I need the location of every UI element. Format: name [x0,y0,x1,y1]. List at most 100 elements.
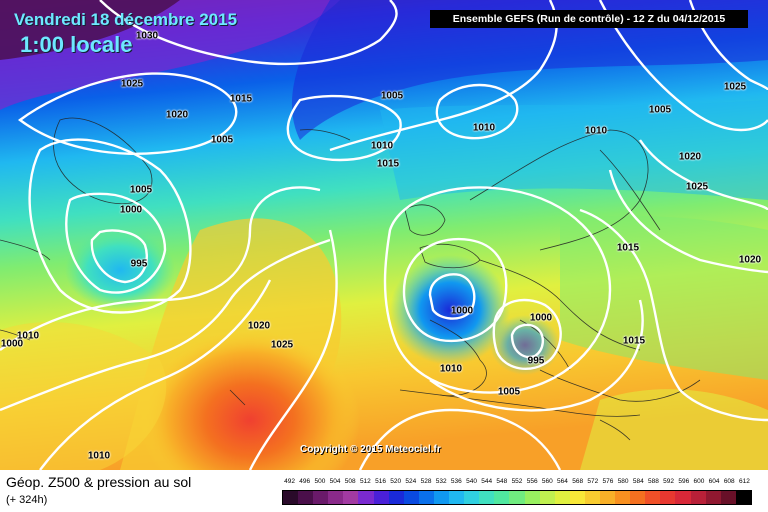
legend-swatch [720,491,736,504]
legend-label: 572 [587,478,599,485]
legend-swatch [328,491,344,504]
isobar-label: 1010 [16,330,40,342]
legend-swatch [569,491,585,504]
isobar-label: 1025 [270,339,294,351]
legend-label: 592 [663,478,675,485]
isobar-label: 1000 [0,338,24,350]
forecast-hour: (+ 324h) [6,494,48,506]
isobar-label: 1015 [229,93,253,105]
legend-swatch [433,491,450,504]
legend-swatch [539,491,555,504]
legend-swatch [358,491,374,504]
legend-label: 536 [450,478,462,485]
legend-label: 588 [648,478,659,485]
legend-label: 608 [723,478,735,485]
legend-swatch [479,491,495,504]
legend-swatch [494,491,510,504]
isobar-label: 1005 [497,386,521,398]
isobar-label: 1020 [678,151,702,163]
isobar-label: 1005 [380,90,404,102]
isobar-label: 1015 [616,242,640,254]
pressure-map [0,0,768,470]
legend-label: 524 [405,478,417,485]
legend-swatch [313,491,329,504]
forecast-date: Vendredi 18 décembre 2015 [14,10,238,29]
legend-label: 516 [375,478,386,485]
isobar-label: 1020 [738,254,762,266]
isobar-label: 1025 [685,181,709,193]
legend-swatch [388,491,404,504]
legend-swatch [524,491,540,504]
legend-label: 560 [541,478,553,485]
legend-label: 568 [572,478,584,485]
legend-swatch [343,491,359,504]
legend-label: 580 [617,478,629,485]
isobar-label: 995 [130,258,148,270]
isobar-label: 1025 [120,78,144,90]
isobar-label: 1015 [376,158,400,170]
isobar-label: 1005 [129,184,153,196]
legend-swatch [615,491,631,504]
isobar-label: 1010 [472,122,496,134]
legend-swatch [464,491,480,504]
isobar-label: 1000 [529,312,553,324]
legend-swatch [554,491,570,504]
legend-label: 504 [329,478,341,485]
isobar-label: 1005 [210,134,234,146]
isobar-label: 1000 [450,305,474,317]
isobar-label: 1030 [135,30,159,42]
legend-swatch [675,491,691,504]
isobar-label: 1025 [723,81,747,93]
legend-label: 556 [526,478,538,485]
isobar-label: 995 [527,355,545,367]
legend-swatch [373,491,389,504]
isobar-label: 1010 [87,450,111,462]
legend-label: 576 [602,478,614,485]
legend-swatch [403,491,419,504]
legend-label: 564 [557,478,568,485]
legend-swatch [735,491,751,504]
legend-label: 604 [708,478,720,485]
legend-label: 508 [344,478,356,485]
legend-label: 528 [420,478,432,485]
legend-swatch [449,491,465,504]
legend-label: 548 [496,478,508,485]
legend-label: 492 [284,478,296,485]
legend-label: 520 [390,478,402,485]
legend-label: 596 [678,478,690,485]
legend-label: 500 [314,478,326,485]
legend-swatch [509,491,525,504]
legend-swatch [645,491,661,504]
legend-swatch [599,491,616,504]
legend-swatch [283,491,299,504]
legend-swatch [690,491,706,504]
legend-label: 584 [632,478,644,485]
legend-label: 612 [738,478,750,485]
isobar-label: 1015 [622,335,646,347]
parameter-title: Géop. Z500 & pression au sol [6,474,192,490]
legend-swatch [705,491,721,504]
legend-swatch [630,491,646,504]
legend-swatch [418,491,434,504]
isobar-label: 1020 [247,320,271,332]
legend-label: 496 [299,478,311,485]
legend-swatch [298,491,314,504]
legend-label: 532 [435,478,447,485]
copyright-notice: Copyright © 2015 Meteociel.fr [300,444,441,455]
local-time: 1:00 locale [20,32,133,57]
color-legend-bar [282,490,752,505]
legend-label: 552 [511,478,523,485]
run-info: Ensemble GEFS (Run de contrôle) - 12 Z d… [430,10,748,28]
legend-label: 600 [693,478,705,485]
isobar-label: 1010 [370,140,394,152]
legend-swatch [660,491,676,504]
isobar-label: 1005 [648,104,672,116]
isobar-label: 1000 [119,204,143,216]
legend-label: 544 [481,478,493,485]
isobar-label: 1020 [165,109,189,121]
isobar-label: 1010 [439,363,463,375]
legend-label: 512 [359,478,371,485]
isobar-label: 1010 [584,125,608,137]
legend-label: 540 [466,478,477,485]
